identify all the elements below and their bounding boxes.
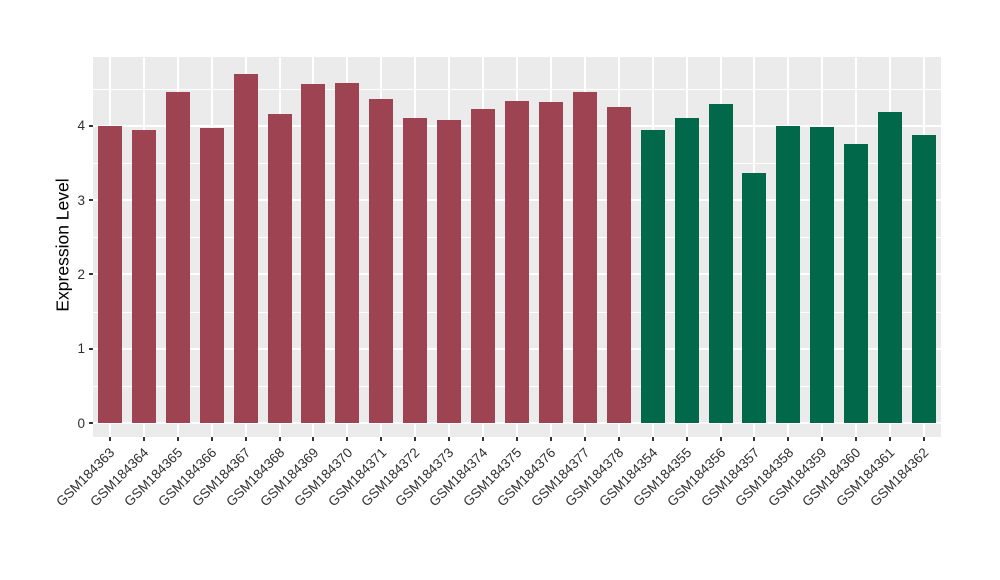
x-axis-tick-mark (108, 437, 111, 441)
x-axis-tick-mark (176, 437, 179, 441)
x-axis-tick-mark (855, 437, 858, 441)
bar (471, 109, 496, 423)
bar (437, 119, 462, 423)
y-axis-title: Expression Level (52, 178, 73, 312)
x-axis-tick-mark (312, 437, 315, 441)
x-axis-tick-mark (889, 437, 892, 441)
bar (301, 84, 326, 423)
bar (97, 125, 122, 423)
x-axis-tick-mark (516, 437, 518, 441)
y-tick-label: 0 (77, 415, 85, 431)
bar (912, 134, 937, 423)
bar (640, 130, 665, 423)
y-tick-label: 1 (77, 341, 85, 357)
bar (878, 112, 903, 423)
x-axis-tick-mark (482, 437, 485, 441)
x-axis-tick-mark (651, 437, 654, 441)
x-axis-tick-mark (753, 437, 756, 441)
bar (708, 103, 733, 423)
y-axis-tick-mark (89, 199, 93, 202)
x-axis-tick-mark (210, 437, 213, 441)
y-tick-label: 2 (77, 266, 85, 282)
x-axis-tick-mark (719, 437, 722, 441)
y-tick-label: 3 (77, 192, 85, 208)
x-axis-tick-mark (142, 437, 145, 441)
x-axis-tick-mark (346, 437, 349, 441)
bar (403, 117, 428, 423)
x-axis-tick-mark (787, 437, 790, 441)
bar (742, 173, 767, 423)
bar (572, 91, 597, 423)
x-axis-tick-mark (380, 437, 383, 441)
x-axis-tick-mark (685, 437, 688, 441)
bar (233, 73, 258, 423)
bar (606, 107, 631, 423)
x-axis-tick-mark (923, 437, 926, 441)
y-axis-tick-mark (89, 124, 93, 127)
x-axis-tick-mark (821, 437, 824, 441)
x-axis-tick-mark (549, 437, 552, 441)
plot-panel (93, 57, 941, 437)
y-axis-tick-mark (89, 273, 93, 276)
bar (674, 118, 699, 423)
bar (844, 143, 869, 423)
y-axis-tick-mark (89, 347, 93, 350)
x-axis-tick-mark (617, 437, 620, 441)
bar (199, 128, 224, 423)
y-tick-label: 4 (77, 118, 85, 134)
bar (810, 126, 835, 423)
x-axis-tick-mark (448, 437, 451, 441)
bar (369, 99, 394, 423)
x-axis-tick-mark (583, 437, 586, 441)
x-axis-tick-mark (414, 437, 417, 441)
bar (538, 102, 563, 423)
bar (131, 130, 156, 423)
bar (776, 125, 801, 423)
bar (505, 100, 529, 423)
x-axis-tick-mark (244, 437, 247, 441)
y-axis-tick-mark (89, 422, 93, 424)
bar (335, 82, 360, 423)
x-axis-tick-mark (278, 437, 281, 441)
bar (165, 92, 190, 423)
bar (267, 113, 292, 423)
